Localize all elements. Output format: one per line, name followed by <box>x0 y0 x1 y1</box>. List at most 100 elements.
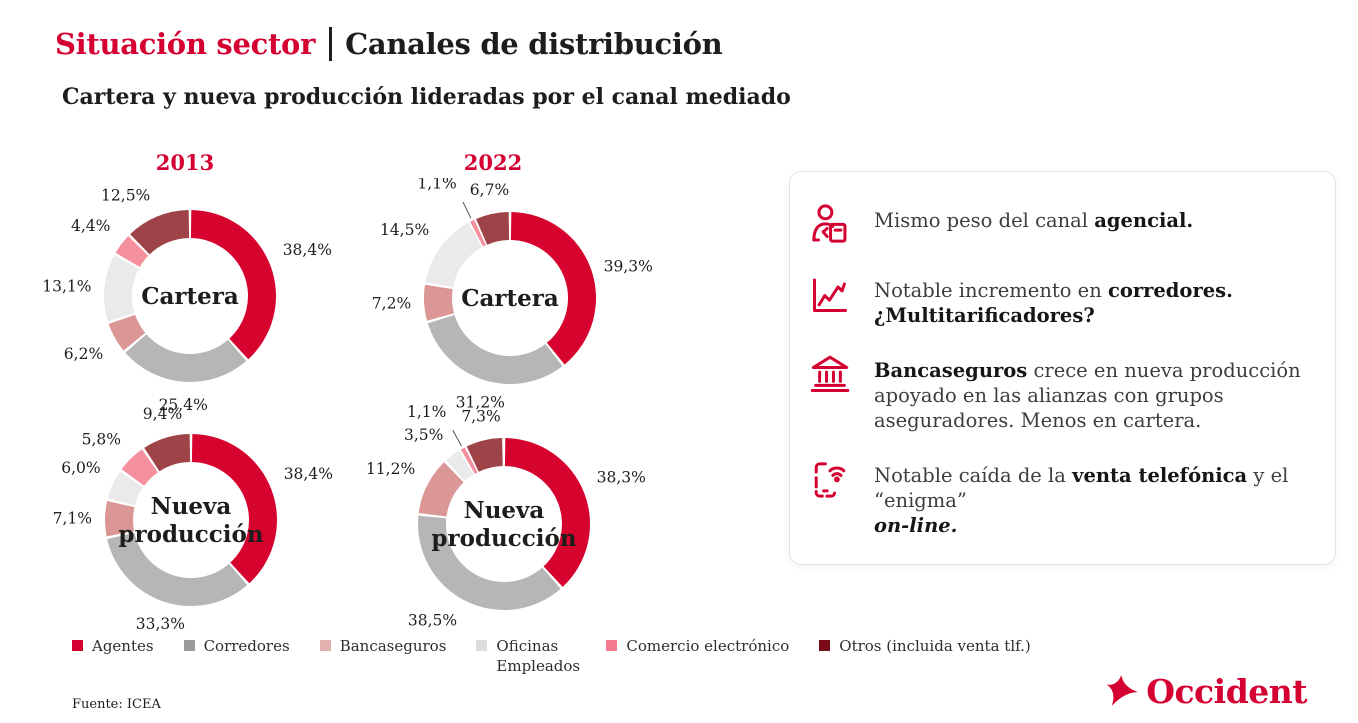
legend-item-corredores: Corredores <box>183 636 290 656</box>
donut-slice-bancaseguros <box>104 500 135 537</box>
title-separator-rule <box>329 27 333 61</box>
donut-center-label: Nueva <box>464 497 545 524</box>
legend-swatch <box>183 640 195 651</box>
legend-label: Oficinas Empleados <box>496 637 581 676</box>
donut-slice-otros-incluida-venta-tlf- <box>476 212 510 245</box>
donut-slice-agentes <box>190 210 276 360</box>
occident-logo: Occident <box>1105 672 1307 711</box>
donut-value-label: 38,4% <box>284 465 333 483</box>
donut-value-label: 7,2% <box>372 294 411 312</box>
legend-swatch <box>819 640 831 651</box>
donut-value-label: 11,2% <box>366 460 415 478</box>
title-kicker: Situación sector <box>55 27 316 61</box>
donut-center-label: Nueva <box>151 493 232 520</box>
insight-text: Notable caída de la venta telefónica y e… <box>874 457 1311 538</box>
insight-text-segment: Notable caída de la <box>874 464 1073 487</box>
occident-logo-text: Occident <box>1146 672 1307 711</box>
donut-value-label: 38,5% <box>408 611 457 629</box>
legend-item-oficinas-empleados: Oficinas Empleados <box>476 636 581 677</box>
donut-slice-oficinas-empleados <box>107 471 144 506</box>
page-title: Situación sector Canales de distribución <box>55 27 723 61</box>
donut-value-label: 25,4% <box>159 396 208 414</box>
donut-slice-bancaseguros <box>424 284 455 321</box>
donut-chart-nueva-produccion-2013: 38,4% 33,3% 7,1% 6,0% 5,8% 9,4% Nueva producció… <box>41 400 341 648</box>
donut-slice-corredores <box>125 334 247 382</box>
legend-item-agentes: Agentes <box>72 636 154 656</box>
donut-slice-comercio-electr-nico <box>460 447 478 474</box>
year-label-2013: 2013 <box>155 150 215 175</box>
donut-slice-otros-incluida-venta-tlf- <box>130 210 190 255</box>
donut-slice-otros-incluida-venta-tlf- <box>466 438 503 472</box>
donut-slice-otros-incluida-venta-tlf- <box>144 434 191 472</box>
legend-swatch <box>476 640 488 651</box>
phone-wifi-icon <box>806 457 854 503</box>
legend-item-comercio-electr-nico: Comercio electrónico <box>606 636 789 656</box>
donut-value-label: 14,5% <box>380 221 429 239</box>
donut-slice-agentes <box>191 434 277 584</box>
donut-value-label: 39,3% <box>604 257 653 275</box>
title-main: Canales de distribución <box>345 27 723 61</box>
legend-label: Corredores <box>203 637 290 655</box>
donut-slice-oficinas-empleados <box>446 450 474 482</box>
bank-icon <box>806 352 854 398</box>
donut-value-label: 12,5% <box>101 186 150 204</box>
year-label-2022: 2022 <box>463 150 523 175</box>
donut-slice-comercio-electr-nico <box>115 236 149 267</box>
donut-value-label: 1,1% <box>407 404 446 421</box>
donut-chart-cartera-2022: 39,3% 31,2% 7,2% 14,5% 1,1% 6,7% Cartera <box>360 175 660 426</box>
legend-item-bancaseguros: Bancaseguros <box>319 636 447 656</box>
donut-slice-corredores <box>427 315 563 385</box>
legend-label: Otros (incluida venta tlf.) <box>839 637 1031 655</box>
insight-text-segment: venta telefónica <box>1072 464 1248 487</box>
donut-value-label: 7,1% <box>53 510 92 528</box>
insight-item: Mismo peso del canal agencial. <box>806 202 1311 248</box>
donut-chart-cartera-2013: 38,4% 25,4% 6,2% 13,1% 4,4% 12,5% Cartera <box>40 176 340 424</box>
donut-svg: 39,3% 31,2% 7,2% 14,5% 1,1% 6,7% Cartera <box>372 175 653 412</box>
insight-text-segment: on-line. <box>874 514 958 537</box>
legend-label: Comercio electrónico <box>626 637 790 655</box>
chart-legend: Agentes Corredores Bancaseguros Oficinas Em… <box>72 636 1031 677</box>
donut-value-label: 9,4% <box>143 405 182 423</box>
donut-svg: 38,4% 25,4% 6,2% 13,1% 4,4% 12,5% Cartera <box>42 186 332 414</box>
donut-value-label: 3,5% <box>404 426 443 444</box>
insight-text-segment: Bancaseguros <box>874 359 1028 382</box>
donut-svg: 38,3% 38,5% 11,2% 3,5% 1,1% 7,3% Nuevaproducci… <box>366 403 646 630</box>
agent-icon <box>806 202 854 248</box>
donut-center-label: Cartera <box>141 283 239 310</box>
insight-item: Notable incremento en corredores. ¿Multit… <box>806 272 1311 328</box>
insight-text-segment: corredores. <box>1107 279 1233 302</box>
donut-slice-comercio-electr-nico <box>121 449 158 486</box>
insight-text-segment: crece en nueva producción apoyado en las… <box>874 359 1301 432</box>
insight-text-segment: ¿Multitarificadores? <box>874 304 1095 327</box>
legend-item-otros-incluida-venta-tlf-: Otros (incluida venta tlf.) <box>819 636 1031 656</box>
legend-swatch <box>319 640 331 651</box>
donut-slice-agentes <box>504 438 591 587</box>
donut-value-label: 6,0% <box>61 459 100 477</box>
label-leader-line <box>452 429 462 447</box>
donut-value-label: 6,2% <box>64 345 103 363</box>
donut-value-label: 5,8% <box>82 430 121 448</box>
label-leader-line <box>462 201 472 219</box>
insight-item: Bancaseguros crece en nueva producción a… <box>806 352 1311 433</box>
donut-value-label: 4,4% <box>71 217 110 235</box>
insight-text-segment: agencial. <box>1094 209 1194 232</box>
donut-value-label: 7,3% <box>461 408 500 426</box>
donut-slice-comercio-electr-nico <box>470 219 486 247</box>
donut-value-label: 38,3% <box>597 469 646 487</box>
donut-svg: 38,4% 33,3% 7,1% 6,0% 5,8% 9,4% Nuevaproducció… <box>53 405 333 633</box>
donut-chart-nueva-produccion-2022: 38,3% 38,5% 11,2% 3,5% 1,1% 7,3% Nueva producci… <box>354 403 654 652</box>
insight-text: Mismo peso del canal agencial. <box>874 202 1193 233</box>
legend-label: Bancaseguros <box>339 637 447 655</box>
donut-slice-agentes <box>510 212 597 365</box>
occident-logo-mark <box>1106 675 1139 706</box>
insight-item: Notable caída de la venta telefónica y e… <box>806 457 1311 538</box>
insights-panel: Mismo peso del canal agencial. Notable in… <box>789 171 1336 565</box>
donut-value-label: 33,3% <box>136 615 185 633</box>
donut-value-label: 31,2% <box>456 393 505 411</box>
donut-value-label: 38,4% <box>283 241 332 259</box>
donut-center-label: producción <box>431 525 576 552</box>
insight-text-segment: y el “enigma” <box>874 464 1289 512</box>
subtitle: Cartera y nueva producción lideradas por… <box>62 84 791 110</box>
donut-slice-oficinas-empleados <box>103 255 139 322</box>
chart-up-icon <box>806 272 854 318</box>
